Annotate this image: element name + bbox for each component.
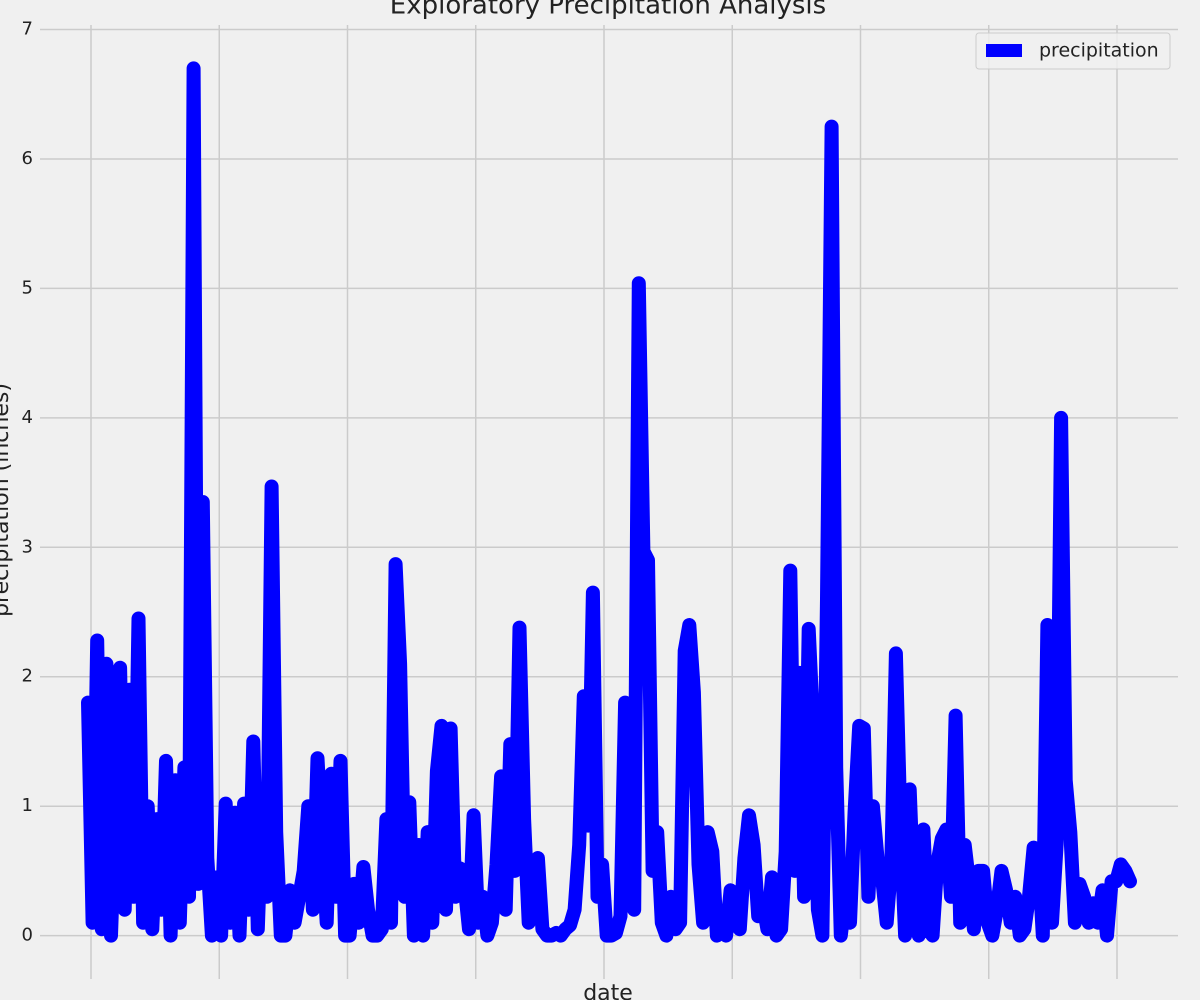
legend-box: [975, 32, 1171, 70]
legend-swatch: [986, 44, 1022, 57]
y-tick-label: 2: [22, 666, 33, 687]
precipitation-line: [81, 61, 1137, 943]
y-tick-label: 5: [22, 277, 33, 298]
chart-title: Exploratory Precipitation Analysis: [390, 0, 826, 21]
y-tick-label: 0: [22, 925, 33, 946]
x-axis-label: date: [583, 981, 633, 1000]
y-axis-label: precipitation (inches): [0, 383, 14, 617]
legend: precipitation: [975, 32, 1171, 70]
y-tick-label: 4: [22, 407, 33, 428]
legend-label: precipitation: [1039, 40, 1159, 62]
y-tick-label: 3: [22, 536, 33, 557]
y-tick-label: 1: [22, 795, 33, 816]
y-tick-label: 6: [22, 148, 33, 169]
y-tick-label: 7: [22, 19, 33, 40]
